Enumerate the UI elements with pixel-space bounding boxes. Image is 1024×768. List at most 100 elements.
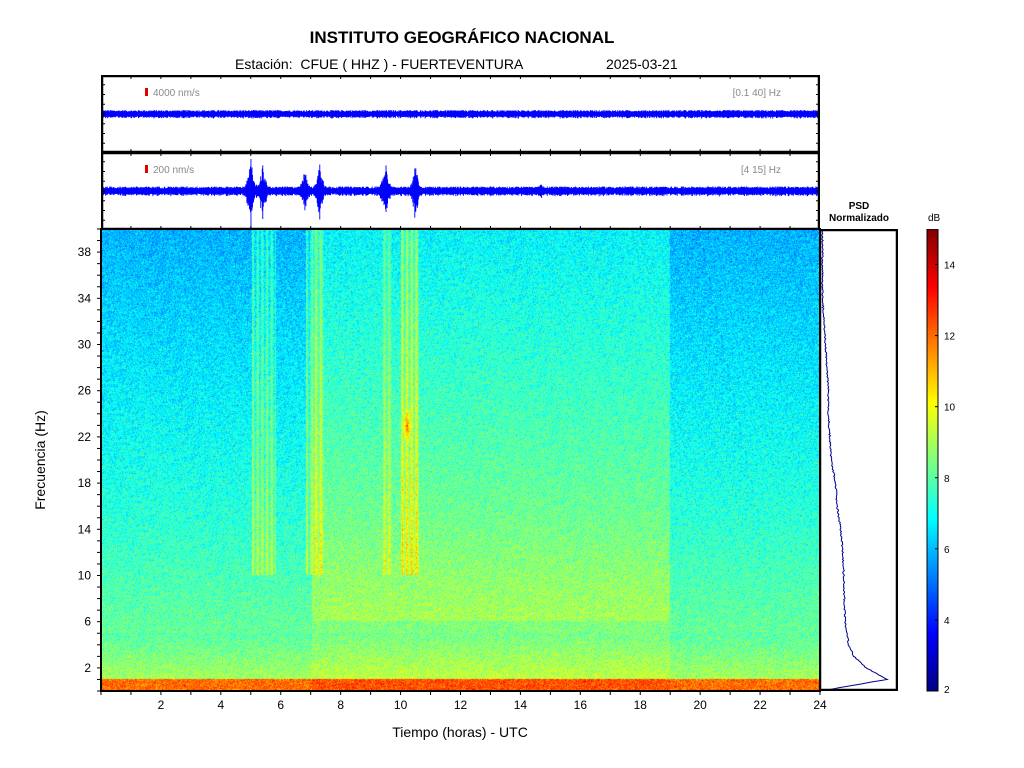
colorbar-segment (927, 660, 938, 662)
colorbar-segment (927, 602, 938, 604)
colorbar-segment (927, 390, 938, 392)
colorbar-segment (927, 387, 938, 389)
colorbar-segment (927, 659, 938, 661)
colorbar-segment (927, 599, 938, 601)
colorbar-segment (927, 375, 938, 377)
y-axis-label: Frecuencia (Hz) (32, 410, 48, 510)
date-label: 2025-03-21 (606, 56, 678, 72)
colorbar-tick-label: 10 (944, 403, 956, 414)
colorbar-segment (927, 591, 938, 593)
filter-label: [4 15] Hz (741, 165, 781, 176)
colorbar-segment (927, 594, 938, 596)
colorbar-segment (927, 270, 938, 272)
colorbar-segment (927, 647, 938, 649)
colorbar-segment (927, 286, 938, 288)
colorbar-segment (927, 252, 938, 254)
colorbar-segment (927, 349, 938, 351)
colorbar-segment (927, 238, 938, 240)
colorbar-segment (927, 450, 938, 452)
colorbar-segment (927, 379, 938, 381)
colorbar-segment (927, 658, 938, 660)
psd-frame (819, 229, 898, 691)
colorbar-segment (927, 635, 938, 637)
colorbar-segment (927, 393, 938, 395)
colorbar-segment (927, 534, 938, 536)
colorbar-segment (927, 318, 938, 320)
colorbar-segment (927, 323, 938, 325)
colorbar-segment (927, 417, 938, 419)
colorbar-segment (927, 246, 938, 248)
colorbar-segment (927, 436, 938, 438)
colorbar-segment (927, 292, 938, 294)
colorbar-segment (927, 629, 938, 631)
colorbar-segment (927, 480, 938, 482)
colorbar-segment (927, 665, 938, 667)
colorbar-segment (927, 670, 938, 672)
colorbar-segment (927, 475, 938, 477)
colorbar-segment (927, 362, 938, 364)
colorbar-segment (927, 347, 938, 349)
colorbar-segment (927, 579, 938, 581)
colorbar-segment (927, 560, 938, 562)
colorbar-unit: dB (928, 213, 941, 224)
colorbar-segment (927, 257, 938, 259)
colorbar-segment (927, 524, 938, 526)
colorbar-segment (927, 476, 938, 478)
colorbar-segment (927, 308, 938, 310)
colorbar-segment (927, 672, 938, 674)
colorbar-segment (927, 586, 938, 588)
colorbar-segment (927, 355, 938, 357)
colorbar-segment (927, 612, 938, 614)
colorbar-segment (927, 266, 938, 268)
colorbar-segment (927, 538, 938, 540)
colorbar-segment (927, 487, 938, 489)
colorbar-segment (927, 561, 938, 563)
colorbar-segment (927, 414, 938, 416)
y-tick-label: 22 (78, 430, 92, 444)
colorbar-segment (927, 344, 938, 346)
colorbar-segment (927, 526, 938, 528)
colorbar-segment (927, 398, 938, 400)
colorbar-segment (927, 460, 938, 462)
colorbar-segment (927, 302, 938, 304)
colorbar-segment (927, 433, 938, 435)
colorbar-segment (927, 456, 938, 458)
colorbar-segment (927, 413, 938, 415)
colorbar-segment (927, 554, 938, 556)
colorbar-segment (927, 547, 938, 549)
colorbar-segment (927, 536, 938, 538)
colorbar-segment (927, 271, 938, 273)
colorbar-segment (927, 613, 938, 615)
colorbar-segment (927, 430, 938, 432)
colorbar-segment (927, 277, 938, 279)
colorbar-segment (927, 513, 938, 515)
colorbar-segment (927, 293, 938, 295)
colorbar-segment (927, 611, 938, 613)
colorbar-segment (927, 571, 938, 573)
colorbar-segment (927, 600, 938, 602)
colorbar-segment (927, 247, 938, 249)
filter-label: [0.1 40] Hz (733, 88, 781, 99)
colorbar-segment (927, 348, 938, 350)
colorbar-segment (927, 290, 938, 292)
colorbar-segment (927, 664, 938, 666)
y-tick-label: 18 (78, 476, 92, 490)
colorbar-segment (927, 337, 938, 339)
scale-label: 200 nm/s (153, 165, 194, 176)
colorbar-segment (927, 657, 938, 659)
colorbar-segment (927, 240, 938, 242)
colorbar-segment (927, 297, 938, 299)
colorbar-segment (927, 336, 938, 338)
colorbar-segment (927, 619, 938, 621)
colorbar-segment (927, 239, 938, 241)
colorbar-segment (927, 469, 938, 471)
colorbar-segment (927, 231, 938, 233)
colorbar-segment (927, 388, 938, 390)
colorbar-segment (927, 622, 938, 624)
colorbar-segment (927, 656, 938, 658)
colorbar-segment (927, 327, 938, 329)
colorbar-tick-label: 12 (944, 332, 956, 343)
colorbar-segment (927, 614, 938, 616)
colorbar-segment (927, 655, 938, 657)
colorbar-segment (927, 345, 938, 347)
